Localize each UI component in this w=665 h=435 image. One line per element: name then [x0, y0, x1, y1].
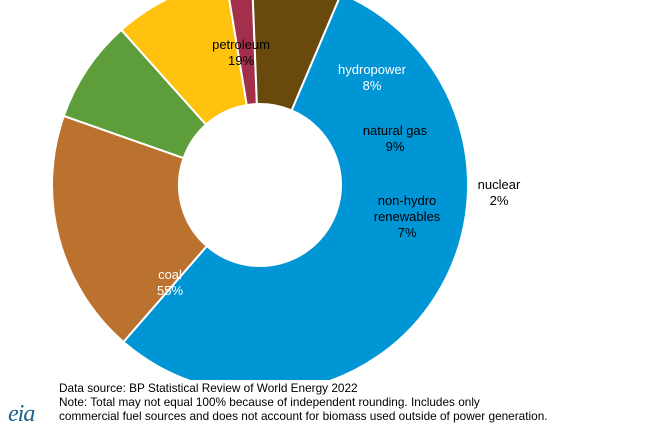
slice-label-coal: coal 55% [157, 267, 183, 298]
eia-logo: eia [8, 401, 35, 427]
slice-coal [122, 0, 469, 380]
slice-natural-gas [119, 0, 248, 127]
slice-label-petroleum: petroleum 19% [212, 37, 270, 68]
slice-label-natural-gas: natural gas 9% [363, 123, 428, 154]
note-line-2: commercial fuel sources and does not acc… [59, 409, 548, 423]
chart-footer: eia Data source: BP Statistical Review o… [8, 381, 663, 433]
slice-label-hydropower: hydropower 8% [338, 62, 407, 93]
slice-non-hydro-renewables [251, 0, 340, 112]
slice-label-non-hydro-renewables: non-hydro renewables 7% [374, 193, 441, 240]
note-line-1: Note: Total may not equal 100% because o… [59, 395, 480, 409]
donut-chart: coal 55% petroleum 19% hydropower 8% natural g… [51, 0, 521, 380]
footer-notes: Data source: BP Statistical Review of Wo… [59, 381, 663, 423]
data-source-text: Data source: BP Statistical Review of Wo… [59, 381, 358, 395]
slice-petroleum [51, 114, 209, 344]
slice-label-nuclear: nuclear 2% [478, 177, 521, 208]
